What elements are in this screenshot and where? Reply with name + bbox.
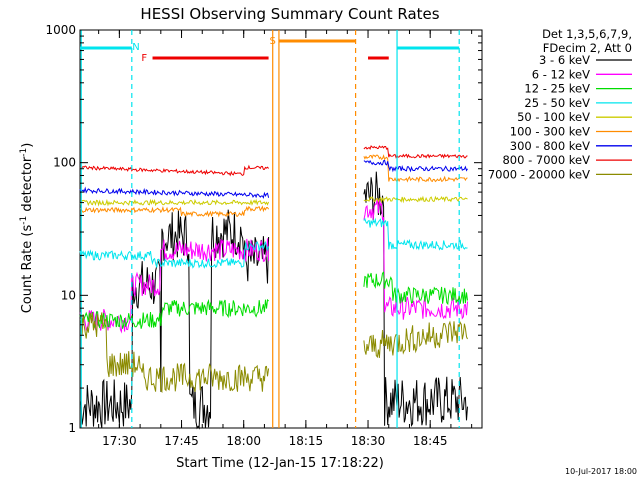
- series-line-3-seg1: [363, 217, 468, 251]
- legend-label: 50 - 100 keV: [517, 110, 590, 124]
- flag-label-s: S: [270, 36, 276, 47]
- x-tick-label: 18:45: [413, 434, 448, 448]
- series-line-8-seg1: [363, 320, 468, 359]
- series-line-0-seg0: [79, 209, 270, 430]
- legend-label: 7000 - 20000 keV: [488, 167, 590, 181]
- legend-label: 300 - 800 keV: [510, 139, 590, 153]
- legend-label: 25 - 50 keV: [524, 96, 590, 110]
- series-line-7-seg0: [79, 164, 269, 177]
- footer-date: 10-Jul-2017 18:00: [565, 467, 637, 476]
- series-line-8-seg0: [79, 312, 270, 394]
- series-line-3-seg0: [79, 240, 270, 269]
- series-line-4-seg1: [363, 195, 468, 204]
- legend-label: 800 - 7000 keV: [502, 153, 590, 167]
- legend-label: 6 - 12 keV: [532, 67, 590, 81]
- series-line-2-seg1: [363, 271, 468, 306]
- y-axis-label-main: Count Rate (s: [20, 225, 35, 314]
- plot-frame: [79, 29, 483, 429]
- series-line-1-seg1: [363, 198, 468, 320]
- series-line-6-seg0: [79, 186, 270, 199]
- y-axis-label-sup1: -1: [19, 216, 29, 225]
- series-line-4-seg0: [79, 198, 270, 207]
- legend-label: 100 - 300 keV: [510, 125, 590, 139]
- chart-title: HESSI Observing Summary Count Rates: [140, 5, 439, 23]
- series-line-5-seg1: [363, 154, 468, 183]
- legend-label: 12 - 25 keV: [524, 82, 590, 96]
- y-axis-label-sup2: -1: [19, 148, 29, 157]
- x-tick-label: 18:15: [289, 434, 324, 448]
- legend-header-line1: Det 1,3,5,6,7,9,: [542, 27, 632, 41]
- flag-label-f: F: [141, 53, 147, 64]
- y-tick-label: 10: [61, 288, 76, 302]
- legend-label: 3 - 6 keV: [539, 53, 590, 67]
- x-tick-label: 18:30: [351, 434, 386, 448]
- x-tick-label: 17:30: [102, 434, 137, 448]
- series-line-2-seg0: [79, 298, 269, 331]
- series-line-6-seg1: [363, 159, 468, 173]
- series-line-0-seg1: [363, 171, 468, 427]
- y-tick-label: 1: [68, 421, 76, 435]
- x-tick-label: 18:00: [226, 434, 261, 448]
- y-axis-label-end: ): [20, 143, 35, 148]
- y-axis-ticks: 1 10 100 1000: [45, 23, 482, 435]
- x-tick-label: 17:45: [164, 434, 199, 448]
- x-axis-label: Start Time (12-Jan-15 17:18:22): [176, 456, 384, 471]
- x-axis-ticks: 17:30 17:45 18:00 18:15 18:30 18:45: [98, 30, 473, 448]
- y-axis-label-mid: detector: [20, 156, 35, 216]
- y-tick-label: 1000: [45, 23, 76, 37]
- series-line-7-seg1: [363, 145, 468, 159]
- series-line-1-seg0: [79, 238, 270, 334]
- y-axis-label: Count Rate (s-1 detector-1): [19, 143, 35, 314]
- legend-header-line2: FDecim 2, Att 0: [543, 41, 632, 55]
- plot-area: NF S: [79, 29, 483, 430]
- series-line-5-seg0: [79, 205, 270, 218]
- y-tick-label: 100: [53, 156, 76, 170]
- flag-label-n: N: [132, 42, 139, 53]
